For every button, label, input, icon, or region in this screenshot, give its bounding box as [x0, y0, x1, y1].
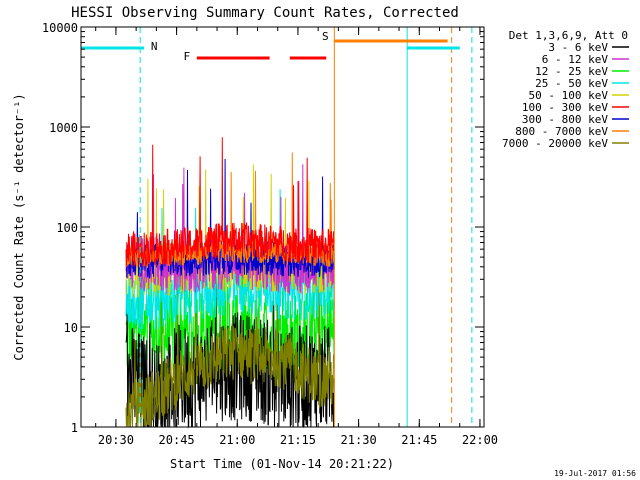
legend-entry-label: 6 - 12 keV — [542, 53, 609, 66]
y-axis: 1 10 100 1000 10000 — [42, 21, 484, 435]
x-tick-label: 21:00 — [219, 433, 255, 447]
legend-header: Det 1,3,6,9, Att 0 — [509, 29, 628, 42]
y-axis-label: Corrected Count Rate (s⁻¹ detector⁻¹) — [12, 93, 26, 360]
legend-entry-label: 7000 - 20000 keV — [502, 137, 608, 150]
y-tick-label: 10000 — [42, 21, 78, 35]
y-tick-label: 1000 — [49, 121, 78, 135]
legend-entry-label: 100 - 300 keV — [522, 101, 608, 114]
flag-bars: N F S — [81, 30, 460, 63]
date-stamp: 19-Jul-2017 01:56 — [554, 469, 636, 478]
x-tick-label: 21:15 — [280, 433, 316, 447]
series-line — [125, 271, 335, 429]
vertical-markers — [139, 27, 473, 427]
legend-entry-label: 300 - 800 keV — [522, 113, 608, 126]
y-tick-label: 100 — [56, 221, 78, 235]
flag-label: F — [184, 50, 191, 63]
x-axis: 20:30 20:45 21:00 21:15 21:30 21:45 22:00 — [95, 27, 498, 447]
x-tick-label: 20:30 — [98, 433, 134, 447]
series-line — [125, 266, 335, 428]
legend-entry-label: 3 - 6 keV — [548, 41, 608, 54]
x-tick-label: 22:00 — [462, 433, 498, 447]
x-tick-label: 20:45 — [159, 433, 195, 447]
y-tick-label: 10 — [64, 321, 78, 335]
x-axis-label: Start Time (01-Nov-14 20:21:22) — [170, 457, 394, 471]
series-traces — [125, 137, 335, 429]
legend-entry-label: 12 - 25 keV — [535, 65, 608, 78]
series-line — [125, 137, 335, 267]
legend-entry-label: 50 - 100 keV — [529, 89, 609, 102]
flag-label: S — [322, 30, 329, 43]
chart-title: HESSI Observing Summary Count Rates, Cor… — [71, 5, 459, 21]
x-tick-label: 21:30 — [341, 433, 377, 447]
flag-label: N — [151, 40, 158, 53]
x-tick-label: 21:45 — [401, 433, 437, 447]
legend-entry-label: 800 - 7000 keV — [515, 125, 608, 138]
y-tick-label: 1 — [71, 421, 78, 435]
legend-entry-label: 25 - 50 keV — [535, 77, 608, 90]
